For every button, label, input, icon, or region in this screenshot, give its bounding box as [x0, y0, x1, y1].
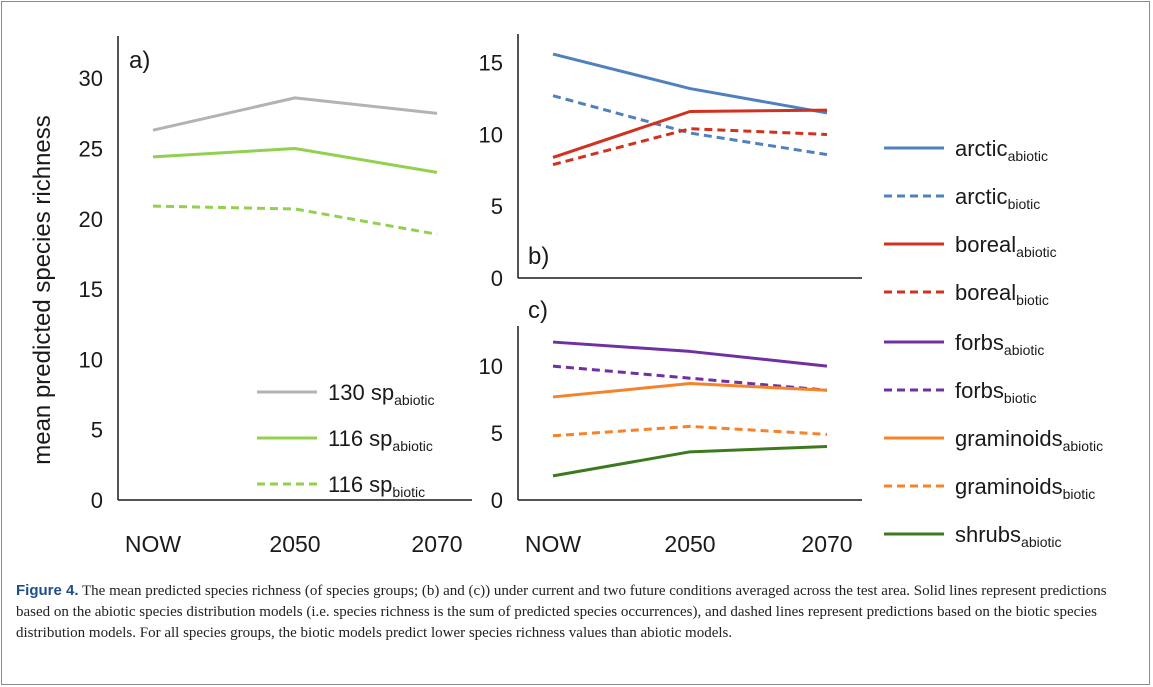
- figure-charts: 0 5 10 15 20 25 30 NOW 2050 2070 a) mean predicted …: [29, 34, 1103, 557]
- panel-2-x-tick-label: NOW: [525, 531, 582, 557]
- panel-1-series-line-arctic-biotic: [552, 94, 828, 157]
- panel-0-y-tick-label: 15: [79, 277, 103, 302]
- panel-0-legend-label: 116 spabiotic: [328, 426, 433, 454]
- panel-2-legend-label: graminoidsbiotic: [955, 474, 1095, 502]
- panel-1-legend-label: borealabiotic: [955, 232, 1057, 260]
- panel-2-series-line-forbs-abiotic: [552, 340, 828, 368]
- panel-1-y-tick-label: 0: [491, 266, 503, 291]
- panel-2-x-tick-label: 2070: [801, 531, 852, 557]
- panel-0-y-tick-label: 10: [79, 347, 103, 372]
- panel-2-series-line-shrubs-abiotic: [552, 444, 828, 478]
- panel-2-y-tick-label: 5: [491, 421, 503, 446]
- panel-2-legend-label: forbsbiotic: [955, 378, 1037, 406]
- panel-1-legend-label: borealbiotic: [955, 280, 1049, 308]
- panel-0-legend-label: 116 spbiotic: [328, 472, 425, 500]
- panel-0-legend-label: 130 spabiotic: [328, 380, 435, 408]
- caption-text: The mean predicted species richness (of …: [16, 583, 1107, 641]
- panel-0-y-tick-label: 5: [91, 418, 103, 443]
- panel-1-panel-label: b): [528, 243, 549, 270]
- panel-0-panel-label: a): [129, 47, 150, 74]
- panel-1-legend-label: arcticabiotic: [955, 136, 1048, 164]
- panel-1-series-line-arctic-abiotic: [552, 52, 828, 115]
- panel-2-y-tick-label: 10: [479, 354, 503, 379]
- panel-0-y-tick-label: 0: [91, 488, 103, 513]
- panel-2-legend-label: forbsabiotic: [955, 330, 1044, 358]
- panel-0-series-line-116-sp-abiotic: [152, 146, 438, 174]
- panel-1-legend-label: arcticbiotic: [955, 184, 1040, 212]
- panel-2-legend-label: graminoidsabiotic: [955, 426, 1103, 454]
- panel-0-x-tick-label: NOW: [125, 531, 182, 557]
- panel-2-x-tick-label: 2050: [664, 531, 715, 557]
- panel-1-y-tick-label: 5: [491, 194, 503, 219]
- panel-0-series-line-130-sp-abiotic: [152, 96, 438, 132]
- panel-2-panel-label: c): [528, 297, 548, 324]
- panel-2-series-line-graminoids-biotic: [552, 424, 828, 438]
- caption-label: Figure 4.: [16, 582, 79, 599]
- panel-0-y-tick-label: 30: [79, 66, 103, 91]
- panel-2-y-tick-label: 0: [491, 488, 503, 513]
- panel-0-y-axis-title: mean predicted species richness: [29, 115, 56, 465]
- panel-0-x-tick-label: 2070: [411, 531, 462, 557]
- panel-2-legend-label: shrubsabiotic: [955, 522, 1062, 550]
- panel-0-y-tick-label: 25: [79, 136, 103, 161]
- panel-0-x-tick-label: 2050: [269, 531, 320, 557]
- panel-2-series-line-graminoids-abiotic: [552, 382, 828, 399]
- panel-1-y-tick-label: 10: [479, 122, 503, 147]
- panel-0-series-line-116-sp-biotic: [152, 204, 438, 236]
- panel-0-y-tick-label: 20: [79, 207, 103, 232]
- figure-caption: Figure 4. The mean predicted species ric…: [16, 580, 1141, 644]
- panel-1-y-tick-label: 15: [479, 51, 503, 76]
